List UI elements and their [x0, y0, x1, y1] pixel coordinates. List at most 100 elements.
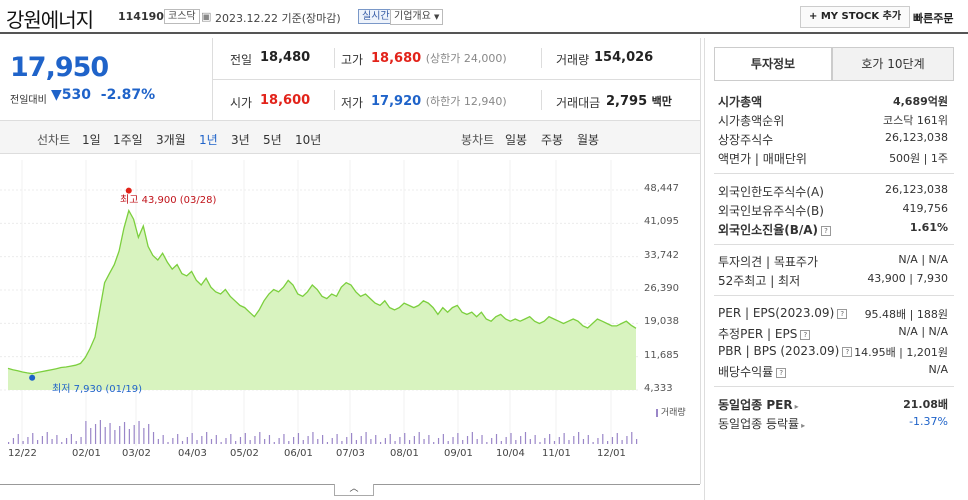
help-icon[interactable]: ?: [842, 346, 853, 357]
help-icon[interactable]: ?: [821, 225, 832, 236]
volume-bar: [104, 427, 106, 444]
volume-bar: [65, 438, 68, 444]
realtime-button[interactable]: 실시간: [358, 9, 394, 24]
volume-bar: [433, 442, 435, 444]
volume-bar: [293, 437, 295, 444]
volume-bar: [56, 435, 58, 444]
amount-value: 2,795 백만: [606, 93, 672, 109]
candle-weekly[interactable]: 주봉: [541, 133, 564, 147]
volume-bar: [481, 435, 483, 444]
mystock-add-button[interactable]: + MY STOCK 추가: [800, 6, 911, 28]
tab-invest-info[interactable]: 투자정보: [714, 47, 832, 81]
invest-row-label: 상장주식수: [718, 133, 774, 147]
price-line: [7, 208, 637, 375]
volume-bar: [143, 428, 145, 444]
volume-bar: [264, 439, 266, 444]
period-5y[interactable]: 5년: [263, 133, 282, 147]
volume-bar: [524, 432, 527, 444]
candle-monthly[interactable]: 월봉: [577, 133, 600, 147]
volume-bar: [563, 433, 565, 444]
col-divider: [334, 90, 335, 110]
volume-bar: [215, 435, 217, 444]
volume-bar: [636, 439, 638, 444]
volume-bar: [249, 440, 251, 444]
chevron-right-icon[interactable]: ▸: [794, 402, 799, 411]
tab-hoga[interactable]: 호가 10단계: [832, 47, 954, 81]
volume-legend-label: 거래량: [660, 408, 686, 418]
change-label: 전일대비: [10, 95, 47, 106]
period-bar: [0, 120, 700, 154]
volume-bar: [602, 434, 604, 444]
period-1y[interactable]: 1년: [199, 133, 218, 147]
chevron-right-icon[interactable]: ▸: [801, 421, 806, 430]
x-tick-label: 12/22: [8, 448, 37, 459]
x-tick-label: 10/04: [496, 448, 525, 459]
y-tick-label: 4,333: [644, 383, 673, 394]
volume-bar: [341, 441, 343, 444]
high-marker: [125, 187, 132, 194]
volume-bar: [99, 420, 101, 444]
invest-row-value: 95.48배 | 188원: [864, 308, 948, 321]
invest-row: 시가총액순위 코스닥 161위: [718, 112, 948, 129]
volume-bar: [220, 442, 222, 444]
section-divider: [714, 173, 954, 174]
volume-bar: [32, 433, 34, 444]
company-info-label: 기업개요: [394, 11, 431, 22]
volume-bar: [225, 438, 227, 444]
y-tick-label: 11,685: [644, 349, 679, 361]
price-chart: [0, 160, 640, 446]
upper-limit: (상한가 24,000): [425, 52, 507, 65]
volume-bar: [549, 434, 551, 444]
amount-unit: 백만: [651, 95, 672, 108]
invest-row: 추정PER | EPS? N/A | N/A: [718, 325, 948, 342]
invest-row-value: 코스닥 161위: [883, 114, 948, 127]
company-info-dropdown[interactable]: 기업개요 ▼: [390, 9, 444, 25]
volume-bar: [123, 422, 126, 444]
amount-label: 거래대금: [556, 96, 601, 110]
x-tick-label: 02/01: [72, 448, 101, 459]
volume-bar: [41, 436, 44, 444]
invest-row: PBR | BPS (2023.09)? 14.95배 | 1,201원: [718, 344, 948, 359]
volume-bar: [312, 432, 314, 444]
help-icon[interactable]: ?: [837, 308, 848, 319]
volume-bar: [128, 429, 130, 444]
volume-bar: [346, 437, 348, 444]
period-1d[interactable]: 1일: [82, 133, 101, 147]
quick-order-button[interactable]: 빠른주문: [913, 12, 954, 25]
invest-row-value: 4,689억원: [892, 95, 948, 108]
period-3m[interactable]: 3개월: [156, 133, 186, 147]
volume-bar: [94, 424, 97, 444]
collapse-button[interactable]: ︿: [334, 484, 374, 496]
high-value: 18,680 (상한가 24,000): [371, 50, 507, 66]
invest-row-value: 43,900 | 7,930: [867, 272, 948, 285]
volume-value: 154,026: [594, 50, 654, 65]
stock-code: 114190: [118, 10, 164, 23]
period-10y[interactable]: 10년: [295, 133, 322, 147]
volume-bar: [394, 441, 396, 444]
help-icon[interactable]: ?: [800, 329, 811, 340]
volume-bar: [626, 436, 628, 444]
invest-row-label: 외국인보유주식수(B): [718, 204, 824, 218]
low-annotation: 최저 7,930 (01/19): [52, 384, 143, 395]
prev-label: 전일: [230, 53, 253, 67]
invest-row-label: 동일업종 PER: [718, 398, 793, 412]
low-value: 17,920 (하한가 12,940): [371, 93, 507, 109]
volume-bar: [162, 435, 164, 444]
period-1w[interactable]: 1주일: [113, 133, 143, 147]
y-tick-label: 19,038: [644, 316, 679, 328]
period-3y[interactable]: 3년: [231, 133, 250, 147]
volume-bar: [413, 436, 415, 444]
down-triangle-icon: ▼: [51, 87, 62, 103]
volume-bar: [201, 436, 203, 444]
y-tick-label: 48,447: [644, 183, 679, 194]
help-icon[interactable]: ?: [776, 367, 787, 378]
invest-row: 동일업종 PER ▸ 21.08배: [718, 396, 948, 413]
volume-bar: [17, 434, 19, 444]
invest-row: 52주최고 | 최저 43,900 | 7,930: [718, 272, 948, 289]
invest-row-label: 시가총액순위: [718, 114, 785, 128]
volume-bar: [278, 438, 280, 444]
volume-bar: [288, 441, 290, 444]
invest-panel: [704, 38, 968, 500]
volume-bar: [486, 442, 488, 444]
candle-daily[interactable]: 일봉: [505, 133, 528, 147]
